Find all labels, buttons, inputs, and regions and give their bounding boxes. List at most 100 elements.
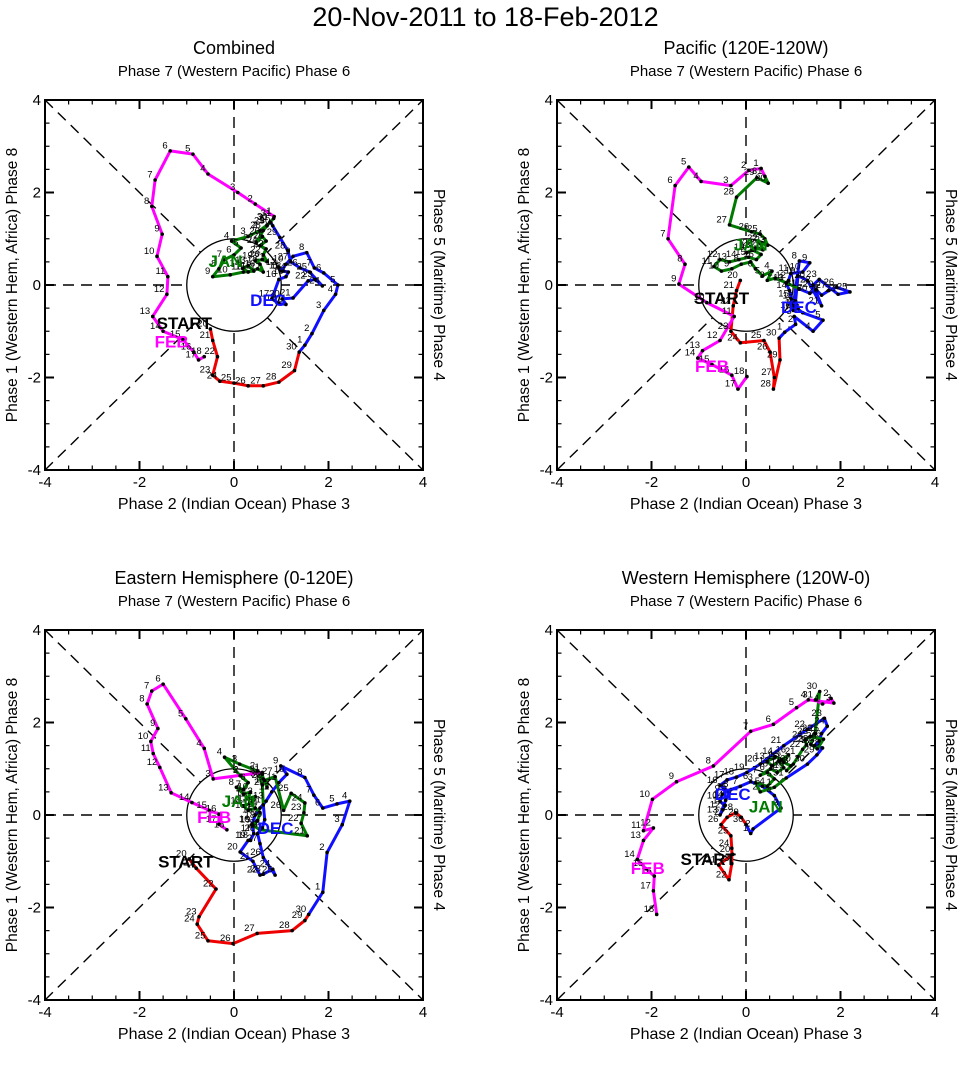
day-number-label: 7 [306,785,311,796]
day-number-label: 28 [809,737,820,748]
day-number-label: 15 [235,262,246,273]
day-number-label: 13 [140,306,151,317]
day-point-jan [758,790,762,794]
day-number-label: 18 [214,819,225,830]
day-point-jan [755,175,759,180]
day-point-dec [286,270,291,274]
day-point-dec [307,270,312,274]
day-number-label: 5 [815,310,820,321]
day-number-label: 12 [707,330,718,341]
day-number-label: 25 [278,783,289,794]
day-number-label: 19 [785,265,796,276]
day-point-feb [736,387,740,391]
day-point-jan [815,747,820,751]
day-point-dec [258,806,262,810]
day-number-label: 29 [254,215,265,226]
phase-label-top: Phase 7 (Western Pacific) Phase 6 [117,593,351,610]
day-point-nov [738,278,743,283]
day-point-jan [268,220,272,224]
day-number-label: 8 [229,777,234,788]
day-point-dec [320,284,325,288]
day-number-label: 14 [762,746,773,757]
x-tick-label: 2 [836,474,844,491]
day-point-feb [820,702,825,706]
day-number-label: 12 [710,799,721,810]
day-number-label: 29 [803,279,814,290]
day-point-jan [765,784,770,789]
day-number-label: 2 [788,314,793,325]
day-number-label: 25 [718,825,729,836]
phase-label-bottom: Phase 2 (Indian Ocean) Phase 3 [117,1026,351,1043]
day-number-label: 24 [292,792,303,803]
day-number-label: 6 [759,762,764,773]
day-point-jan [255,818,260,823]
day-number-label: 29 [249,817,260,828]
day-number-label: 28 [266,372,277,383]
day-point-dec [255,831,260,836]
day-number-label: 30 [260,215,271,226]
day-point-dec [848,290,852,294]
day-number-label: 23 [186,906,197,917]
day-point-dec [270,867,275,871]
day-number-label: 21 [200,330,211,341]
day-point-dec [277,277,281,282]
day-number-label: 23 [250,864,261,875]
day-point-feb [641,838,646,843]
day-point-feb [156,726,160,731]
day-number-label: 27 [278,251,289,262]
day-point-feb [794,705,799,710]
month-label-jan: JAN [208,252,242,271]
day-number-label: 2 [252,220,257,231]
day-number-label: 4 [224,231,229,242]
phase-space-plot-combined: 2021222324252627282930123456789101112131… [28,94,428,491]
day-point-dec [312,793,316,797]
y-tick-label: -2 [28,370,41,387]
month-label-jan: JAN [222,792,256,811]
day-point-dec [779,806,783,810]
day-point-jan [773,276,778,280]
day-number-label: 20 [747,754,758,765]
day-point-dec [821,318,825,322]
day-number-label: 1 [777,322,782,333]
day-point-dec [313,277,318,282]
day-point-dec [280,297,284,301]
day-point-feb [673,183,677,188]
day-number-label: 24 [727,332,738,343]
day-number-label: 16 [780,300,791,311]
day-number-label: 12 [707,249,718,260]
y-tick-label: -4 [28,462,41,479]
day-number-label: 23 [811,708,822,719]
day-point-dec [278,235,282,240]
day-number-label: 23 [302,269,313,280]
day-number-label: 13 [158,782,169,793]
day-point-jan [758,232,762,236]
day-point-feb [759,166,763,171]
day-point-dec [782,330,787,334]
day-point-feb [651,826,656,830]
day-point-jan [761,248,765,252]
day-point-feb [687,165,691,169]
start-label: START [694,289,750,308]
day-point-jan [217,267,221,271]
day-point-dec [288,260,293,264]
day-point-jan [273,774,277,779]
day-number-label: 2 [745,818,750,829]
x-tick-label: -2 [133,1004,146,1021]
day-point-dec [291,254,295,259]
day-number-label: 16 [775,744,786,755]
day-point-feb [677,282,681,286]
day-point-jan [254,241,259,245]
day-number-label: 29 [281,360,292,371]
day-point-jan [210,274,215,279]
day-point-feb [153,178,157,182]
day-point-dec [797,286,801,291]
day-number-label: 16 [743,249,754,260]
day-number-label: 19 [235,830,246,841]
day-point-nov [210,373,215,377]
day-number-label: 14 [150,321,161,332]
day-point-nov [777,336,781,340]
day-number-label: 30 [296,904,307,915]
day-number-label: 4 [805,321,810,332]
day-point-dec [819,293,824,297]
